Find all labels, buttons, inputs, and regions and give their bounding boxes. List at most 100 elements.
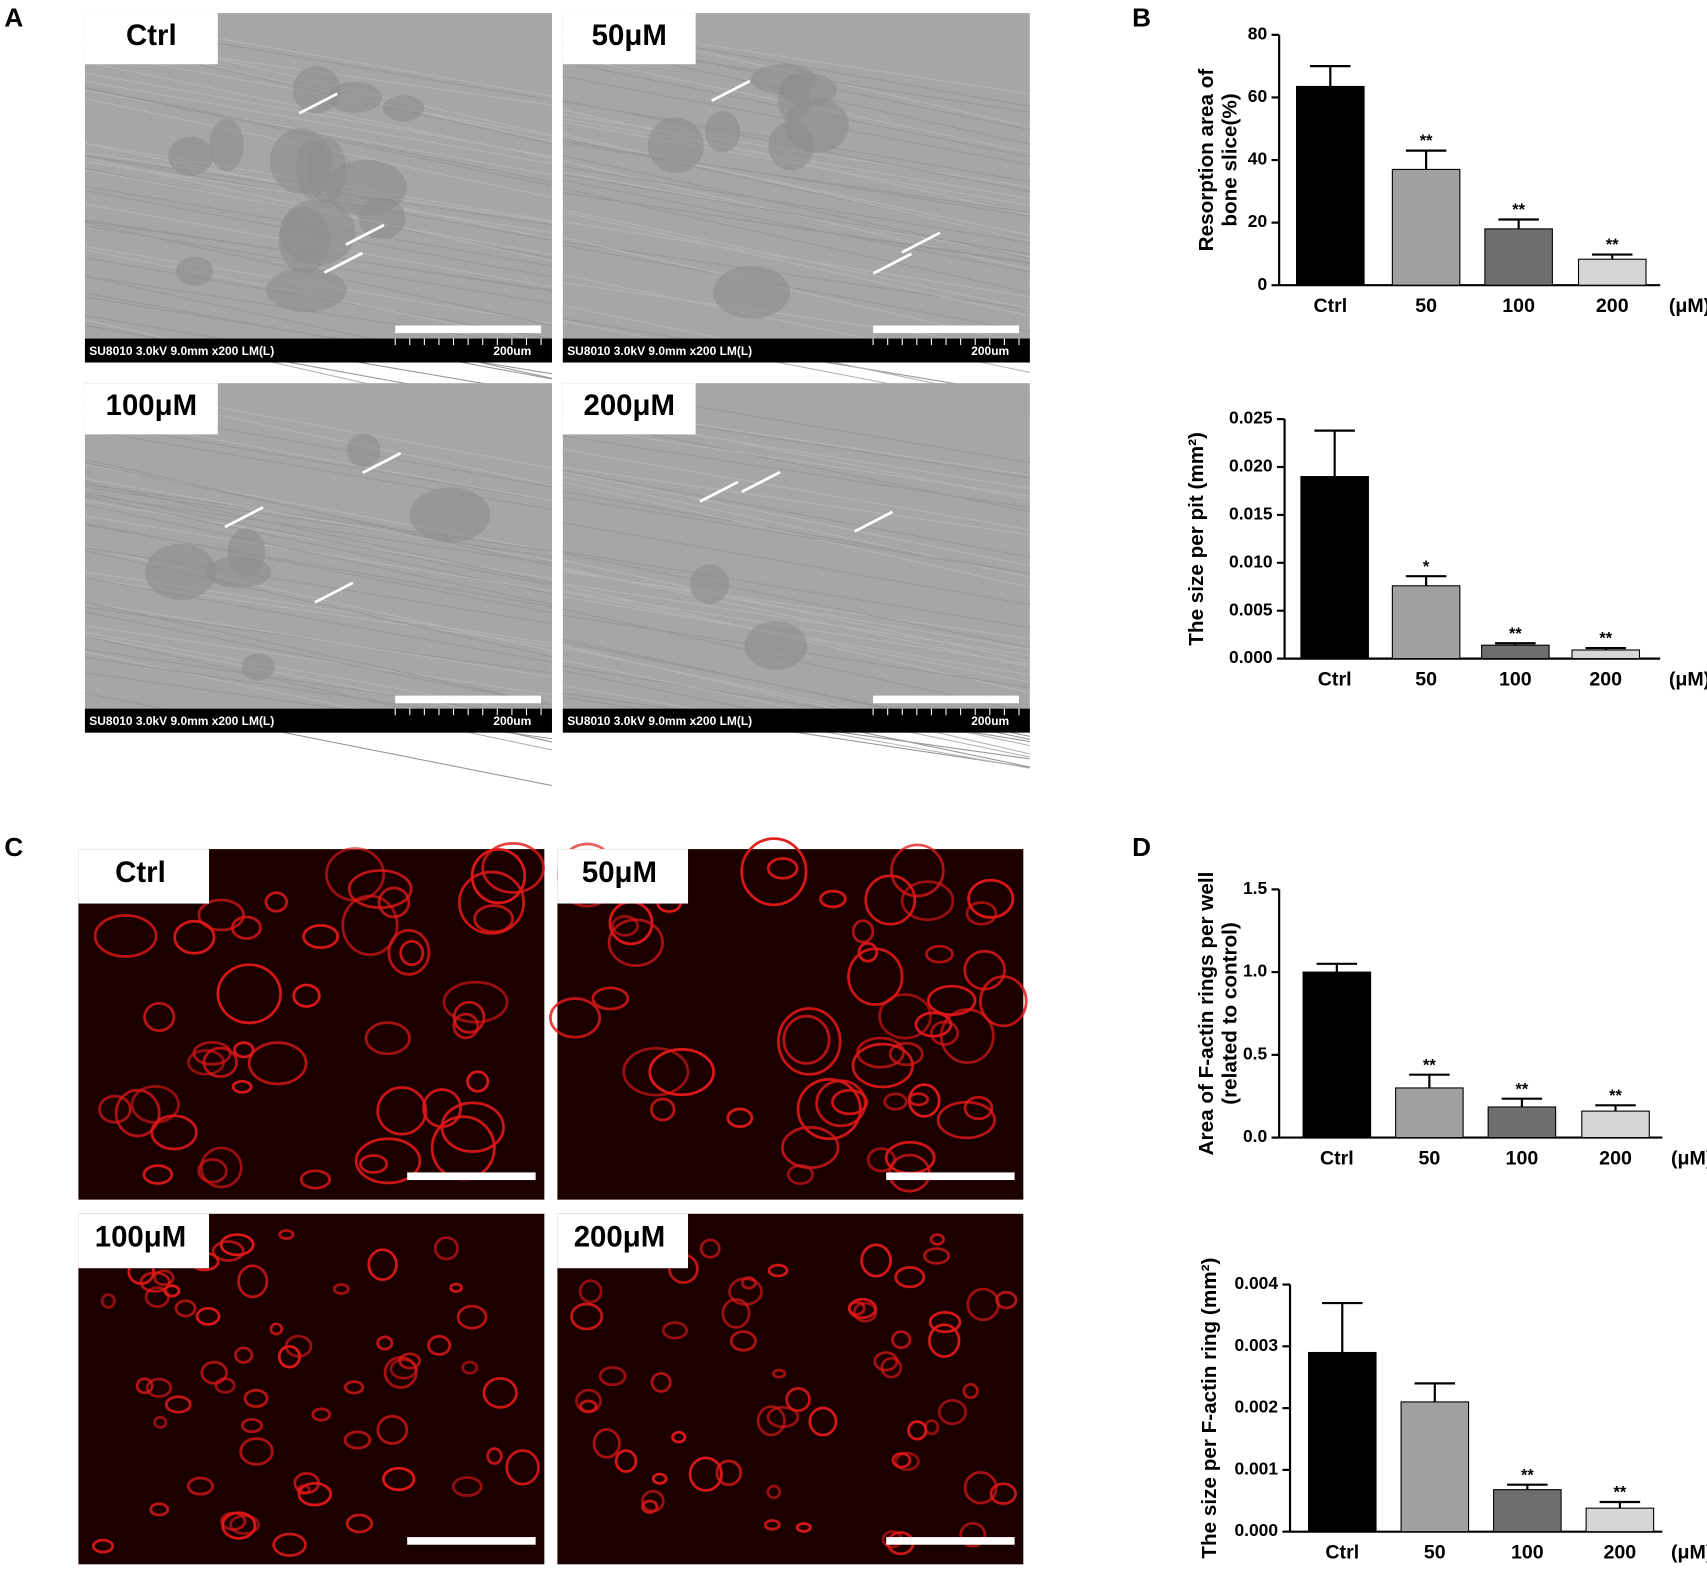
actin-ring [174, 1299, 197, 1318]
significance: ** [1521, 1466, 1534, 1484]
texture [562, 659, 1030, 758]
scale-bar [886, 1172, 1015, 1181]
actin-ring [928, 1311, 962, 1334]
y-tick-label: 0.020 [1229, 456, 1273, 476]
texture [84, 481, 553, 584]
actin-ring [387, 929, 431, 976]
texture [562, 192, 1030, 264]
actin-ring [231, 1079, 253, 1094]
caption: SU8010 3.0kV 9.0mm x200 LM(L) [567, 714, 752, 728]
actin-ring [452, 1012, 480, 1040]
texture [84, 611, 553, 706]
actin-ring [641, 1489, 665, 1513]
unit-label: (μM) [1669, 295, 1707, 317]
actin-ring [928, 1323, 961, 1358]
texture [562, 244, 1030, 333]
actin-ring [767, 1263, 789, 1278]
actin-ring [202, 1046, 238, 1078]
actin-ring [135, 1377, 154, 1395]
scale-text: 200um [493, 344, 531, 358]
label-box [84, 13, 218, 65]
image-label: Ctrl [126, 19, 177, 52]
texture [84, 625, 553, 696]
actin-ring [688, 1456, 723, 1492]
actin-ring [929, 1233, 945, 1246]
actin-ring [959, 1522, 987, 1548]
actin-ring [269, 1322, 284, 1336]
bar [1302, 971, 1372, 1139]
texture [562, 155, 1030, 260]
texture [84, 692, 553, 787]
actin-ring [93, 913, 158, 958]
actin-ring [883, 1092, 908, 1111]
actin-ring [927, 984, 977, 1017]
actin-ring [145, 1377, 173, 1398]
actin-ring [199, 1146, 243, 1189]
actin-ring [470, 848, 527, 905]
bar [1487, 1106, 1557, 1139]
actin-ring [142, 1164, 174, 1185]
actin-ring [466, 1070, 490, 1093]
actin-ring [231, 915, 262, 940]
x-tick-label: Ctrl [1313, 295, 1347, 317]
label-box [562, 13, 696, 65]
actin-ring [427, 1335, 452, 1356]
actin-ring [344, 1380, 365, 1395]
actin-ring [247, 1041, 308, 1086]
actin-ring [570, 1302, 604, 1331]
x-tick-label: Ctrl [1320, 1148, 1354, 1170]
texture [562, 140, 1030, 217]
actin-ring [894, 1451, 920, 1472]
actin-ring [766, 857, 799, 880]
actin-ring [715, 1459, 743, 1487]
texture [562, 211, 1030, 317]
actin-ring [482, 1376, 518, 1409]
texture [84, 515, 553, 592]
label-box [562, 383, 696, 435]
y-axis-label: Area of F-actin rings per well [1195, 872, 1218, 1156]
texture [84, 80, 553, 165]
x-tick-label: 200 [1596, 295, 1629, 317]
actin-ring [851, 1042, 914, 1089]
actin-ring [239, 1437, 274, 1466]
y-tick-label: 60 [1248, 86, 1267, 106]
scale-bar [886, 1537, 1015, 1545]
pit [176, 256, 214, 286]
texture [562, 471, 1030, 567]
actin-ring [456, 1304, 488, 1330]
actin-ring [819, 889, 847, 909]
actin-ring [440, 1101, 505, 1153]
caption-bar [84, 338, 552, 363]
texture [562, 481, 1030, 588]
actin-ring [153, 1415, 168, 1429]
actin-ring [332, 1283, 350, 1295]
x-tick-label: 100 [1499, 669, 1532, 691]
actin-ring [995, 1290, 1018, 1310]
caption-bar [84, 708, 552, 733]
caption: SU8010 3.0kV 9.0mm x200 LM(L) [89, 714, 274, 728]
texture [562, 143, 1030, 214]
panel-label: A [4, 3, 23, 33]
y-tick-label: 0.004 [1234, 1273, 1278, 1293]
actin-ring [345, 1513, 374, 1534]
actin-ring [777, 1007, 842, 1076]
texture [562, 208, 1030, 310]
actin-ring [650, 1097, 676, 1122]
scale-bar [395, 325, 542, 334]
actin-ring [234, 1346, 254, 1364]
actin-ring [164, 1395, 192, 1414]
actin-ring [195, 1306, 221, 1326]
y-axis-label: bone slice(%) [1219, 93, 1242, 226]
pit [712, 265, 790, 319]
x-tick-label: 50 [1415, 295, 1437, 317]
x-tick-label: 100 [1511, 1542, 1544, 1564]
bar [1493, 1489, 1562, 1533]
texture [84, 601, 553, 706]
actin-ring [922, 1247, 951, 1265]
image-label: 100μM [106, 389, 197, 422]
texture [84, 292, 553, 380]
actin-ring [343, 1430, 372, 1450]
significance: ** [1509, 625, 1522, 643]
actin-ring [376, 1086, 428, 1136]
